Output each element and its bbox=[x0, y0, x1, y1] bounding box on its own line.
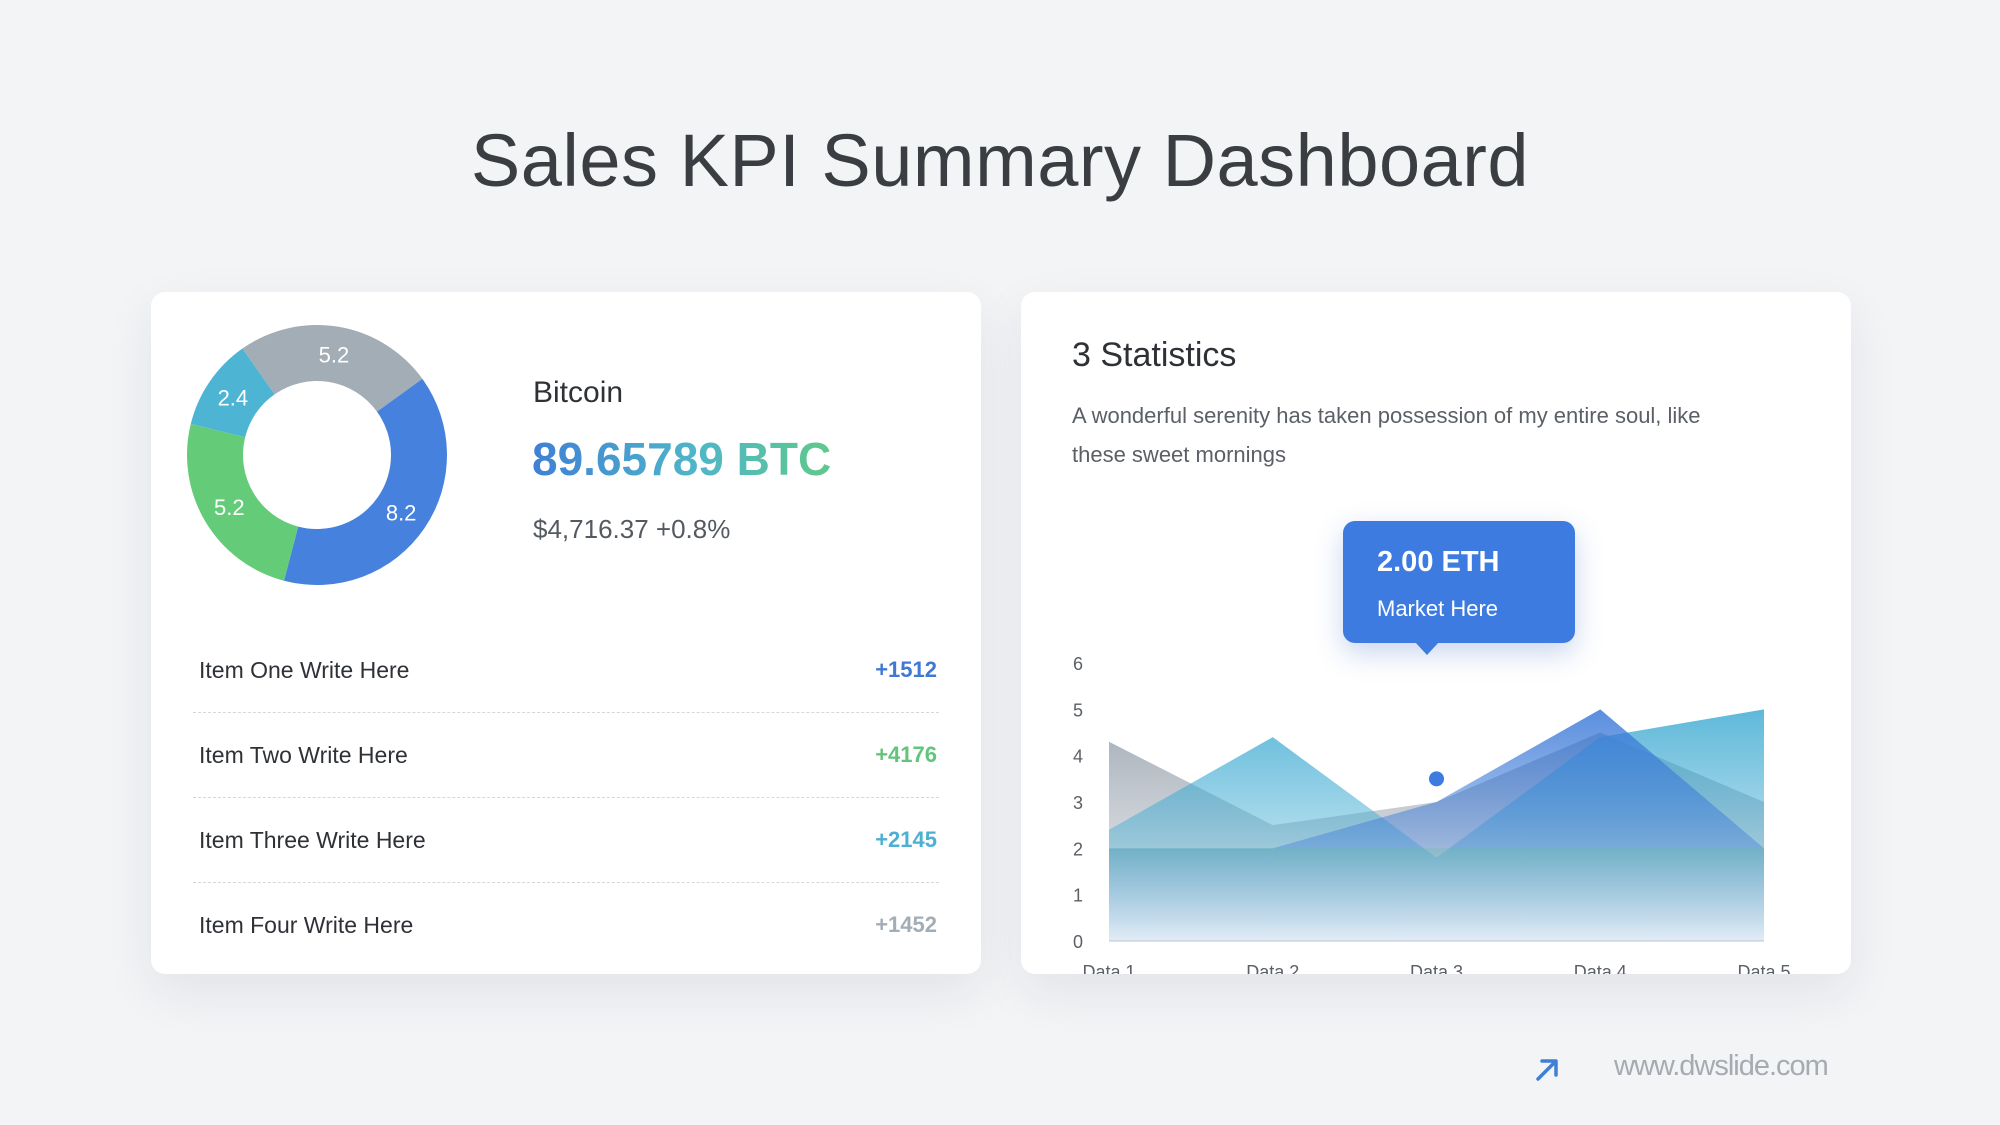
y-tick-label: 2 bbox=[1073, 839, 1083, 859]
donut-label: 5.2 bbox=[319, 342, 350, 367]
stats-description: A wonderful serenity has taken possessio… bbox=[1072, 403, 1701, 467]
kpi-label: Item Four Write Here bbox=[199, 911, 414, 938]
donut-slice bbox=[242, 325, 423, 412]
donut-label: 5.2 bbox=[214, 495, 245, 520]
kpi-row: Item Four Write Here +1452 bbox=[193, 883, 939, 967]
x-tick-label: Data 4 bbox=[1574, 962, 1627, 974]
x-tick-label: Data 1 bbox=[1082, 962, 1135, 974]
tooltip-label: Market Here bbox=[1377, 596, 1499, 621]
donut-slice bbox=[186, 423, 299, 581]
kpi-list: Item One Write Here +1512 Item Two Write… bbox=[193, 628, 939, 967]
y-tick-label: 3 bbox=[1073, 793, 1083, 813]
coin-name: Bitcoin bbox=[533, 376, 624, 409]
kpi-row: Item Three Write Here +2145 bbox=[193, 798, 939, 883]
y-tick-label: 1 bbox=[1073, 886, 1083, 906]
y-tick-label: 4 bbox=[1073, 747, 1083, 767]
donut-slice bbox=[190, 348, 275, 438]
kpi-value: +1512 bbox=[875, 657, 937, 682]
y-tick-label: 6 bbox=[1073, 654, 1083, 674]
coin-amount: 89.65789 BTC bbox=[532, 433, 832, 485]
chart-tooltip: 2.00 ETH Market Here bbox=[1343, 521, 1575, 655]
footer-url[interactable]: www.dwslide.com bbox=[1614, 1050, 1829, 1082]
highlight-point[interactable] bbox=[1426, 768, 1447, 790]
x-tick-label: Data 5 bbox=[1737, 962, 1790, 974]
area-wash bbox=[1109, 848, 1764, 941]
kpi-label: Item Three Write Here bbox=[199, 826, 426, 853]
kpi-value: +4176 bbox=[875, 742, 937, 767]
kpi-label: Item Two Write Here bbox=[199, 741, 408, 768]
page-title: Sales KPI Summary Dashboard bbox=[470, 119, 1530, 202]
kpi-label: Item One Write Here bbox=[199, 656, 410, 683]
x-tick-label: Data 2 bbox=[1246, 962, 1299, 974]
donut-chart: 5.2 8.2 5.2 2.4 bbox=[186, 325, 447, 585]
donut-slice bbox=[283, 378, 447, 585]
donut-label: 8.2 bbox=[386, 501, 417, 526]
kpi-row: Item Two Write Here +4176 bbox=[193, 713, 939, 798]
stats-title: 3 Statistics bbox=[1072, 336, 1237, 374]
x-tick-label: Data 3 bbox=[1410, 962, 1463, 974]
statistics-card: 3 Statistics A wonderful serenity has ta… bbox=[1021, 292, 1851, 974]
arrow-up-right-icon bbox=[1536, 1059, 1558, 1081]
donut-label: 2.4 bbox=[218, 385, 249, 410]
kpi-value: +2145 bbox=[875, 827, 937, 852]
y-tick-label: 5 bbox=[1073, 700, 1083, 720]
y-tick-label: 0 bbox=[1073, 932, 1083, 952]
coin-change: $4,716.37 +0.8% bbox=[533, 514, 731, 544]
kpi-row: Item One Write Here +1512 bbox=[193, 628, 939, 713]
kpi-value: +1452 bbox=[875, 912, 937, 937]
area-chart: 0 1 2 3 4 5 6 Data 1 Data 2 Data 3 Data 4 Data 5 bbox=[1073, 654, 1791, 974]
bitcoin-card: 5.2 8.2 5.2 2.4 Bitcoin 89.65789 BTC $4,716… bbox=[151, 292, 981, 974]
tooltip-value: 2.00 ETH bbox=[1377, 546, 1500, 578]
